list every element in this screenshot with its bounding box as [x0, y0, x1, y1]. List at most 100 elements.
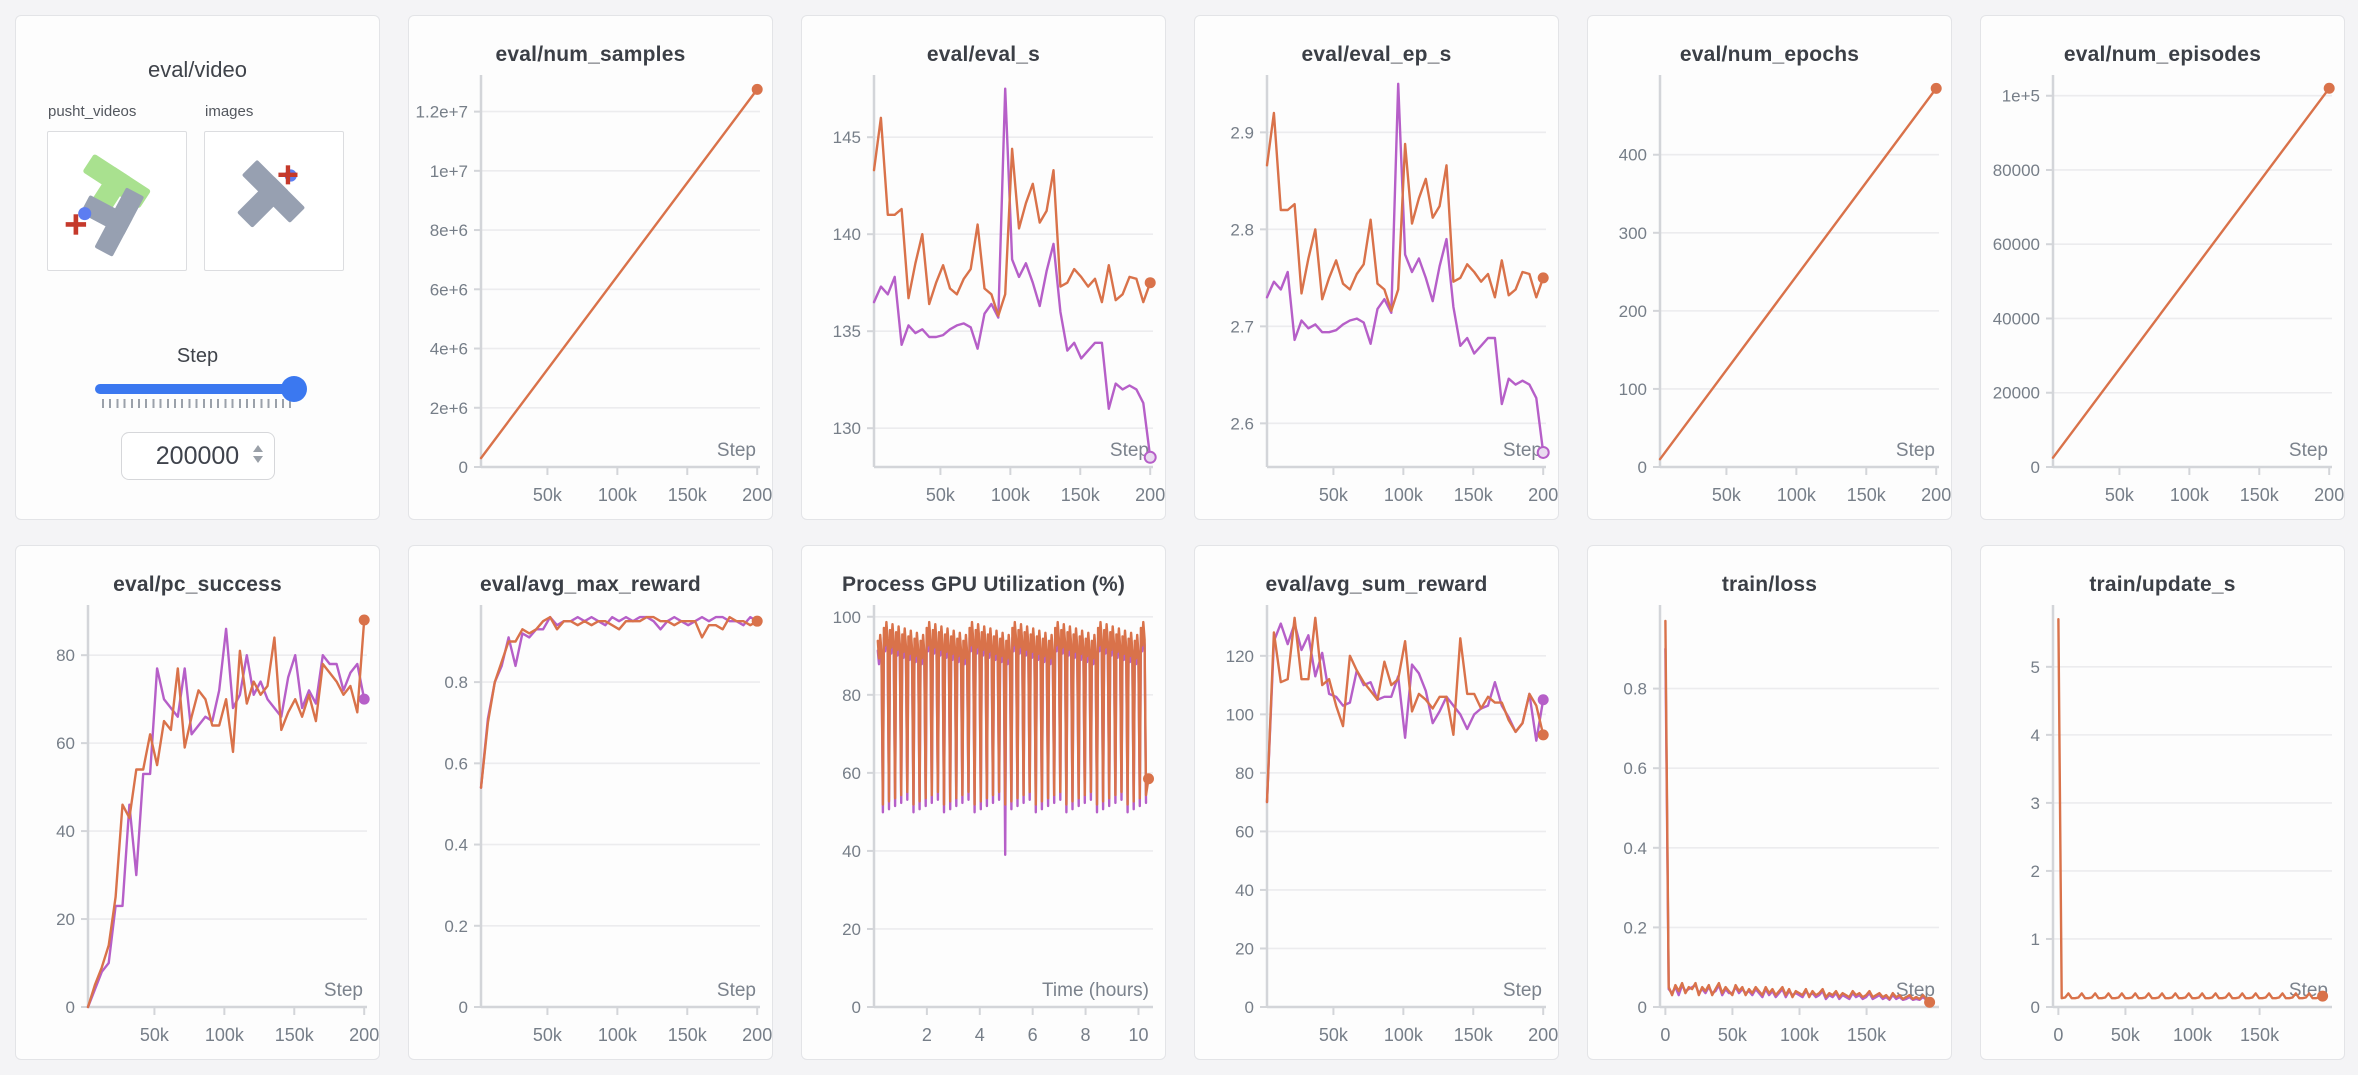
- chart-panel-num-episodes[interactable]: eval/num_episodes 0 20000 40000 60000 80000 1…: [1980, 15, 2345, 520]
- y-tick-label: 0.8: [444, 673, 468, 692]
- chart-title: eval/avg_sum_reward: [1265, 573, 1488, 596]
- y-tick-label: 100: [833, 608, 861, 627]
- step-value-input[interactable]: 200000: [120, 432, 275, 480]
- chart-title: eval/eval_s: [926, 43, 1041, 66]
- y-tick-label: 6e+6: [430, 280, 468, 299]
- target-cross: [278, 165, 298, 185]
- chart-canvas[interactable]: 0 100 200 300 400 50k 100k 150k 200 Step: [1588, 69, 1951, 519]
- series-end-dot-run-purple: [1536, 445, 1550, 459]
- chart-title: Process GPU Utilization (%): [841, 573, 1126, 596]
- chart-canvas[interactable]: 130 135 140 145 50k 100k 150k 200 Step: [802, 69, 1165, 519]
- y-tick-label: 0: [1638, 458, 1647, 477]
- y-tick-label: 130: [833, 419, 861, 438]
- series-end-dot-run-purple: [358, 693, 370, 705]
- series-end-dot-run-orange: [2317, 990, 2329, 1002]
- chart-title: eval/avg_max_reward: [480, 573, 701, 596]
- chart-svg: 0 20000 40000 60000 80000 1e+5 50k 100k 150k 200 S…: [1993, 75, 2344, 505]
- y-tick-label: 3: [2031, 794, 2040, 813]
- chart-canvas[interactable]: 0 0.2 0.4 0.6 0.8 50k 100k 150k 200 Step: [409, 599, 772, 1059]
- x-tick-label: 10: [1128, 1025, 1148, 1045]
- chart-title: eval/num_epochs: [1679, 43, 1860, 66]
- y-tick-label: 0: [1245, 998, 1254, 1017]
- step-slider-thumb[interactable]: [281, 376, 307, 402]
- series-end-dot-run-orange: [751, 615, 763, 627]
- chart-svg: 0 20 40 60 80 100 120 50k 100k 150k 200 Step: [1226, 605, 1558, 1045]
- y-tick-label: 0.6: [1623, 759, 1647, 778]
- chart-panel-avg-max-reward[interactable]: eval/avg_max_reward 0 0.2 0.4 0.6 0.8 50k 100k…: [408, 545, 773, 1060]
- y-tick-label: 40: [56, 822, 75, 841]
- series-end-dot-run-orange: [1924, 996, 1936, 1008]
- y-tick-label: 40: [842, 842, 861, 861]
- chart-canvas[interactable]: 2.6 2.7 2.8 2.9 50k 100k 150k 200 Step: [1195, 69, 1558, 519]
- eval-video-title: eval/video: [147, 57, 248, 82]
- step-decrement-icon[interactable]: [252, 456, 263, 463]
- images-thumbnail[interactable]: [204, 131, 344, 271]
- y-tick-label: 40000: [1993, 309, 2040, 328]
- y-tick-label: 2.9: [1230, 123, 1254, 142]
- x-tick-label: 200: [349, 1025, 379, 1045]
- series-line-run-orange: [876, 620, 1150, 806]
- series-end-dot-run-orange: [1537, 729, 1549, 741]
- chart-canvas[interactable]: 0 0.2 0.4 0.6 0.8 0 50k 100k 150k Step: [1588, 599, 1951, 1059]
- chart-svg: 0 100 200 300 400 50k 100k 150k 200 Step: [1619, 75, 1951, 505]
- y-tick-label: 135: [833, 322, 861, 341]
- y-tick-label: 0: [459, 998, 468, 1017]
- chart-panel-eval-ep-s[interactable]: eval/eval_ep_s 2.6 2.7 2.8 2.9 50k 100k 150k 20…: [1194, 15, 1559, 520]
- y-tick-label: 0.4: [1623, 839, 1647, 858]
- y-tick-label: 4: [2031, 726, 2040, 745]
- x-tick-label: 6: [1028, 1025, 1038, 1045]
- chart-title: eval/num_samples: [495, 43, 686, 66]
- y-tick-label: 1e+7: [430, 162, 468, 181]
- target-cross: [65, 214, 87, 235]
- x-tick-label: 50k: [2111, 1025, 2141, 1045]
- step-slider-label: Step: [176, 345, 219, 367]
- x-tick-label: 50k: [1319, 1025, 1349, 1045]
- series-end-dot-run-purple: [1143, 450, 1157, 464]
- chart-canvas[interactable]: 0 1 2 3 4 5 0 50k 100k 150k Step: [1981, 599, 2344, 1059]
- pusht-video-thumbnail[interactable]: [47, 131, 187, 271]
- chart-panel-avg-sum-reward[interactable]: eval/avg_sum_reward 0 20 40 60 80 100 120 50k 10…: [1194, 545, 1559, 1060]
- x-tick-label: 100k: [205, 1025, 245, 1045]
- pusht-scene-image: [237, 160, 305, 228]
- y-tick-label: 0: [1638, 998, 1647, 1017]
- chart-panel-pc-success[interactable]: eval/pc_success 0 20 40 60 80 50k 100k 150k 200 S…: [15, 545, 380, 1060]
- x-tick-label: 150k: [2240, 485, 2280, 505]
- series-line-run-purple: [479, 615, 759, 789]
- y-tick-label: 20: [1235, 939, 1254, 958]
- chart-panel-num-samples[interactable]: eval/num_samples 0 2e+6 4e+6 6e+6 8e+6 1e+7 1.…: [408, 15, 773, 520]
- y-tick-label: 100: [1226, 705, 1254, 724]
- y-tick-label: 1.2e+7: [416, 103, 468, 122]
- chart-panel-num-epochs[interactable]: eval/num_epochs 0 100 200 300 400 50k 100k 150k…: [1587, 15, 1952, 520]
- chart-panel-train-loss[interactable]: train/loss 0 0.2 0.4 0.6 0.8 0 50k 100k 150k Step: [1587, 545, 1952, 1060]
- series-line-run-purple: [1265, 622, 1545, 804]
- y-tick-label: 8e+6: [430, 221, 468, 240]
- step-slider-ticks: [102, 399, 296, 408]
- x-tick-label: 50k: [926, 485, 956, 505]
- agent-dot: [78, 207, 92, 221]
- chart-title: eval/num_episodes: [2063, 43, 2262, 66]
- x-tick-label: 100k: [1777, 485, 1817, 505]
- chart-canvas[interactable]: 0 20 40 60 80 50k 100k 150k 200 Step: [16, 599, 379, 1059]
- step-slider[interactable]: [95, 376, 307, 408]
- y-tick-label: 0.2: [444, 917, 468, 936]
- chart-panel-train-update-s[interactable]: train/update_s 0 1 2 3 4 5 0 50k 100k 150k Step: [1980, 545, 2345, 1060]
- chart-panel-gpu-utilization[interactable]: Process GPU Utilization (%) 0 20 40 60 80 100…: [801, 545, 1166, 1060]
- chart-canvas[interactable]: 0 2e+6 4e+6 6e+6 8e+6 1e+7 1.2e+7 50k 100k 150k 20…: [409, 69, 772, 519]
- y-tick-label: 0: [2031, 998, 2040, 1017]
- x-tick-label: 50k: [2105, 485, 2135, 505]
- y-tick-label: 80: [842, 686, 861, 705]
- x-tick-label: 50k: [1712, 485, 1742, 505]
- chart-canvas[interactable]: 0 20000 40000 60000 80000 1e+5 50k 100k 150k 200 S…: [1981, 69, 2344, 519]
- chart-svg: 0 0.2 0.4 0.6 0.8 0 50k 100k 150k Step: [1623, 605, 1939, 1045]
- chart-panel-eval-s[interactable]: eval/eval_s 130 135 140 145 50k 100k 150k 200 St…: [801, 15, 1166, 520]
- chart-svg: 2.6 2.7 2.8 2.9 50k 100k 150k 200 Step: [1230, 75, 1558, 505]
- step-increment-icon[interactable]: [252, 445, 263, 452]
- chart-canvas[interactable]: 0 20 40 60 80 100 2 4 6 8 10 Time (hours): [802, 599, 1165, 1059]
- x-tick-label: 150k: [1454, 1025, 1494, 1045]
- x-tick-label: 150k: [668, 485, 708, 505]
- step-slider-track[interactable]: [95, 384, 300, 394]
- chart-canvas[interactable]: 0 20 40 60 80 100 120 50k 100k 150k 200 Step: [1195, 599, 1558, 1059]
- step-stepper[interactable]: [252, 445, 263, 463]
- y-tick-label: 4e+6: [430, 340, 468, 359]
- y-tick-label: 0: [852, 998, 861, 1017]
